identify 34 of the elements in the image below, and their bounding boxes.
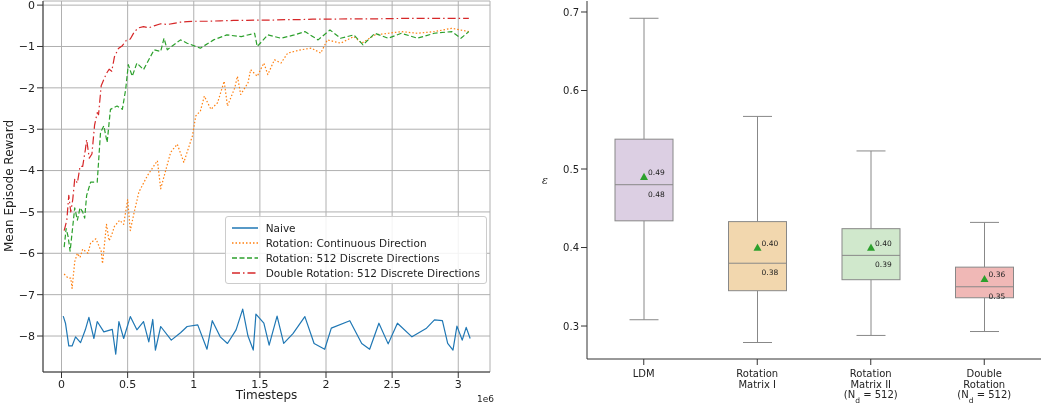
y-tick-label: −3 <box>18 123 35 137</box>
x-tick-label: Rotation Matrix I <box>736 368 779 390</box>
text: 1e6 <box>477 394 494 404</box>
y-tick-label: −8 <box>18 329 35 343</box>
x-tick-label: 1.5 <box>251 377 269 391</box>
legend-label: Rotation: 512 Discrete Directions <box>265 251 440 264</box>
x-axis-title: Timesteps <box>235 388 298 402</box>
x-tick-label: 1 <box>190 377 198 391</box>
y-tick-label: 0.3 <box>563 320 579 332</box>
legend-label: Naive <box>265 221 296 234</box>
y-tick-label: −4 <box>18 164 35 178</box>
y-tick-label: −6 <box>18 247 35 261</box>
x-tick-label: LDM <box>632 368 655 379</box>
y-tick-label: 0.6 <box>563 85 579 97</box>
x-tick-label: Double Rotation (N$_{d}$ = 512) <box>957 368 1012 404</box>
x-tick-label: 2.5 <box>383 377 401 391</box>
x-tick-label: 0.5 <box>118 377 137 391</box>
y-tick-label: −1 <box>18 40 35 54</box>
y-axis-title: ε <box>542 173 548 187</box>
legend-label: Rotation: Continuous Direction <box>265 236 427 249</box>
line-series <box>62 308 471 355</box>
x-tick-label: 2 <box>322 377 330 391</box>
y-tick-label: 0.7 <box>563 6 579 18</box>
legend-label: Double Rotation: 512 Discrete Directions <box>265 266 480 279</box>
y-tick-label: 0.5 <box>563 163 579 175</box>
y-tick-label: −2 <box>18 81 35 95</box>
y-tick-label: 0.4 <box>563 242 579 254</box>
y-tick-label: −7 <box>18 288 35 302</box>
y-tick-label: 0 <box>28 0 35 13</box>
x-tick-label: 0 <box>58 377 66 391</box>
x-tick-label: 3 <box>454 377 462 391</box>
x-tick-label: Rotation Matrix II (N$_{d}$ = 512) <box>843 368 898 404</box>
y-tick-label: −5 <box>18 205 35 219</box>
y-axis-title: Mean Episode Reward <box>2 118 16 255</box>
